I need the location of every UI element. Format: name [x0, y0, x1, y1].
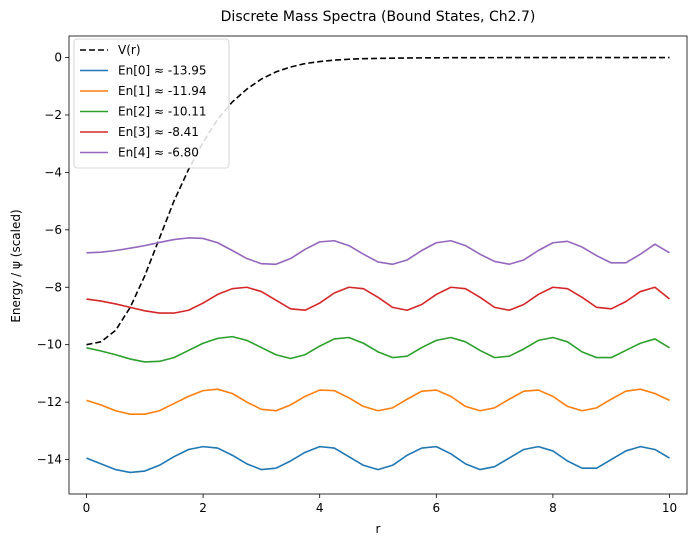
series-line-en2 — [86, 335, 670, 363]
y-tick-label: −2 — [44, 108, 62, 122]
x-tick-label: 8 — [549, 501, 557, 515]
potential-line — [86, 56, 670, 346]
x-tick-label: 4 — [316, 501, 324, 515]
y-tick-label: −12 — [37, 395, 62, 409]
legend-label: En[0] ≈ -13.95 — [118, 64, 207, 78]
chart-title: Discrete Mass Spectra (Bound States, Ch2… — [221, 9, 536, 25]
x-tick-label: 10 — [662, 501, 677, 515]
y-axis-label: Energy / ψ (scaled) — [9, 209, 23, 322]
x-axis: 0 2 4 6 8 10 — [83, 494, 677, 515]
x-tick-label: 0 — [83, 501, 91, 515]
legend-box — [73, 38, 230, 169]
legend: V(r) En[0] ≈ -13.95 En[1] ≈ -11.94 En[2] ≈ … — [73, 38, 230, 169]
series-line-en3 — [86, 286, 671, 314]
series-line-en4 — [86, 237, 670, 266]
y-axis: 0 −2 −4 −6 −8 −10 −12 −14 — [37, 51, 69, 467]
legend-label: En[2] ≈ -10.11 — [118, 105, 207, 119]
y-tick-label: −6 — [44, 223, 62, 237]
plot-area — [68, 35, 688, 495]
axes-frame — [68, 35, 688, 495]
y-tick-label: −8 — [44, 280, 62, 294]
y-tick-label: 0 — [54, 51, 62, 65]
legend-label: En[1] ≈ -11.94 — [118, 84, 207, 98]
legend-label: En[4] ≈ -6.80 — [118, 146, 199, 160]
y-tick-label: −10 — [37, 338, 62, 352]
y-tick-label: −14 — [37, 453, 62, 467]
legend-label: En[3] ≈ -8.41 — [118, 125, 199, 139]
x-tick-label: 6 — [432, 501, 440, 515]
x-axis-label: r — [376, 522, 381, 536]
series-line-en0 — [86, 445, 670, 474]
series-line-en1 — [86, 388, 670, 415]
y-tick-label: −4 — [44, 165, 62, 179]
x-tick-label: 2 — [199, 501, 207, 515]
series-group — [86, 56, 671, 474]
legend-label: V(r) — [118, 43, 141, 57]
